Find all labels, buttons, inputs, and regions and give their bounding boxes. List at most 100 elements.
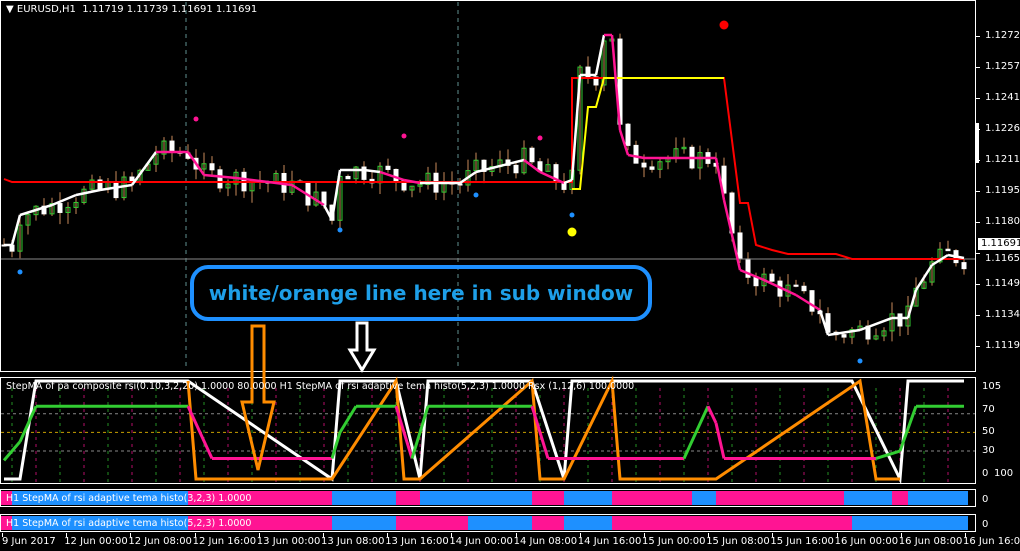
price-label: 1.11805 xyxy=(985,216,1020,227)
candle-body xyxy=(473,159,479,172)
histogram-bar xyxy=(716,491,844,505)
price-label: 1.12570 xyxy=(985,61,1020,72)
price-label: 1.12725 xyxy=(985,30,1020,41)
candle-body xyxy=(921,281,927,289)
candle-body xyxy=(873,335,879,340)
stepma-line-segment xyxy=(594,34,606,76)
yellow-step-line xyxy=(572,77,724,190)
current-price-label: 1.11691 xyxy=(978,238,1020,250)
chart-title: ▼ EURUSD,H1 1.11719 1.11739 1.11691 1.11… xyxy=(6,4,257,15)
stepma-line-segment xyxy=(130,151,158,186)
time-label: 16 Jun 08:00 xyxy=(898,536,963,547)
histogram-bar xyxy=(12,491,188,505)
candle-body xyxy=(897,313,903,327)
sub1-level-label: 0 xyxy=(982,468,989,479)
stepma-line-segment xyxy=(914,264,934,291)
candle-body xyxy=(697,152,703,169)
candle-body xyxy=(57,203,63,213)
stepma-line-segment xyxy=(235,176,293,187)
symbol-timeframe: EURUSD,H1 xyxy=(16,4,76,15)
time-label: 15 Jun 00:00 xyxy=(642,536,706,547)
price-label: 1.12260 xyxy=(985,123,1020,134)
rsx-line-segment xyxy=(394,405,414,459)
candle-body xyxy=(849,329,855,338)
histogram-bar xyxy=(908,491,968,505)
candle-body xyxy=(577,66,583,171)
candle-body xyxy=(769,273,775,282)
rsx-line-segment xyxy=(875,449,901,460)
candle-body xyxy=(841,334,847,338)
histogram-bar xyxy=(332,516,396,530)
sub1-frame[interactable] xyxy=(0,377,976,484)
candle-body xyxy=(393,168,399,182)
sub1-level-label: 70 xyxy=(982,404,995,415)
sub3-axis-label: 0 xyxy=(982,519,989,530)
time-label: 9 Jun 2017 xyxy=(2,536,56,547)
candle-body xyxy=(585,66,591,78)
candle-body xyxy=(593,76,599,86)
signal-dot xyxy=(567,227,577,237)
sub3-frame[interactable] xyxy=(0,514,976,532)
signal-dot xyxy=(719,20,729,30)
stepma-line-segment xyxy=(322,204,334,221)
sub2-label: H1 StepMA of rsi adaptive tema histo(3,2… xyxy=(6,493,252,504)
time-label: 16 Jun 00:00 xyxy=(834,536,899,547)
histogram-bar xyxy=(852,516,968,530)
time-label: 13 Jun 08:00 xyxy=(321,536,385,547)
histogram-bar xyxy=(1,516,12,530)
candle-body xyxy=(937,248,943,263)
sub2-frame[interactable] xyxy=(0,489,976,507)
histogram-bar xyxy=(396,516,468,530)
rsx-line-segment xyxy=(714,422,726,459)
candle-body xyxy=(945,248,951,252)
rsx-line-segment xyxy=(530,405,550,459)
sub1-level-label: 50 xyxy=(982,426,995,437)
stepma-line-segment xyxy=(51,193,77,207)
candle-body xyxy=(25,214,31,226)
candle-body xyxy=(529,147,535,163)
histogram-bar xyxy=(564,491,612,505)
candle-body xyxy=(633,144,639,164)
stepma-line-segment xyxy=(35,203,53,212)
candle-body xyxy=(425,172,431,185)
scroll-marker[interactable] xyxy=(976,123,979,163)
candle-body xyxy=(225,183,231,189)
candle-body xyxy=(161,140,167,155)
stepma-line-segment xyxy=(563,178,573,185)
time-label: 15 Jun 16:00 xyxy=(770,536,834,547)
histogram-bar xyxy=(420,491,532,505)
signal-dot xyxy=(857,358,863,364)
candle-body xyxy=(49,203,55,215)
rsx-line-segment xyxy=(18,405,38,443)
histogram-bar xyxy=(612,516,852,530)
stepma-line-segment xyxy=(570,74,582,181)
menu-triangle-icon[interactable]: ▼ xyxy=(6,4,14,15)
rsx-line-segment xyxy=(338,405,358,434)
orange-oscillator-line xyxy=(186,375,900,481)
candle-body xyxy=(801,285,807,292)
candle-body xyxy=(513,164,519,174)
candle-body xyxy=(657,161,663,170)
histogram-bar xyxy=(396,491,420,505)
stepma-line-segment xyxy=(291,183,325,207)
candle-body xyxy=(89,179,95,190)
time-label: 13 Jun 00:00 xyxy=(256,536,321,547)
signal-dot xyxy=(401,133,407,139)
stepma-line-segment xyxy=(186,151,206,176)
histogram-bar xyxy=(844,491,892,505)
candle-body xyxy=(201,163,207,170)
candle-body xyxy=(361,166,367,180)
price-label: 1.12415 xyxy=(985,92,1020,103)
rsx-line-segment xyxy=(706,405,718,424)
stepma-line-segment xyxy=(203,173,237,180)
histogram-bar xyxy=(564,516,612,530)
stepma-line-segment xyxy=(722,199,742,271)
candle-body xyxy=(545,164,551,172)
candle-body xyxy=(65,206,71,213)
sub2-axis-label: 0 xyxy=(982,494,989,505)
main-chart-frame[interactable] xyxy=(0,0,976,372)
candle-body xyxy=(209,163,215,171)
histogram-bar xyxy=(532,491,564,505)
stepma-line-segment xyxy=(618,129,630,156)
candle-body xyxy=(625,123,631,146)
